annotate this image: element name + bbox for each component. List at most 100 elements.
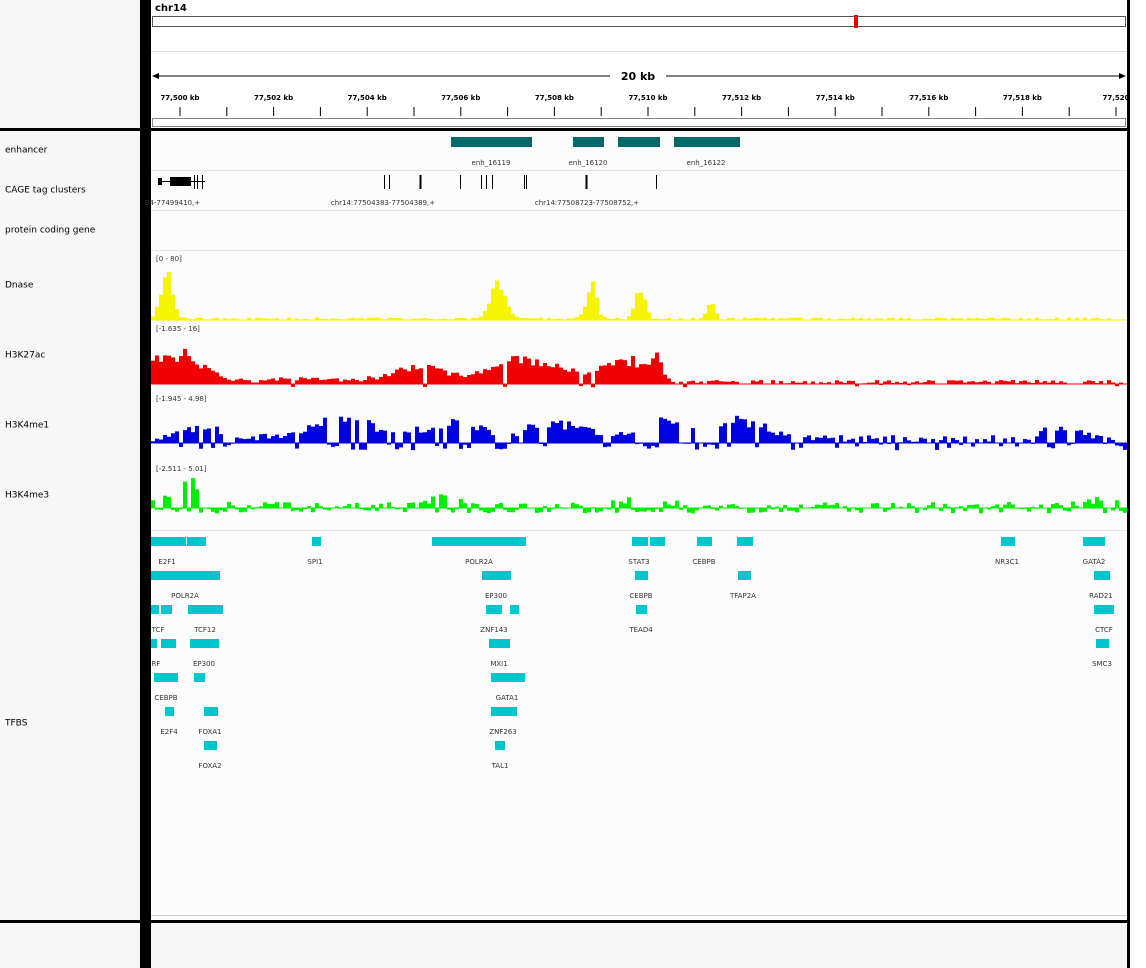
signal-bar (343, 421, 347, 443)
enhancer-feature[interactable] (674, 137, 740, 147)
tfbs-feature[interactable] (650, 537, 665, 546)
tfbs-feature[interactable] (632, 537, 648, 546)
signal-bar (247, 505, 251, 508)
signal-bar (639, 443, 643, 444)
signal-bar (975, 504, 979, 508)
signal-bar (791, 381, 795, 384)
signal-bar (487, 370, 491, 384)
signal-bar (271, 318, 275, 320)
tfbs-feature[interactable] (1083, 537, 1105, 546)
signal-bar (703, 443, 707, 447)
tfbs-feature[interactable] (1096, 639, 1109, 648)
tfbs-feature[interactable] (697, 537, 712, 546)
tfbs-feature[interactable] (151, 537, 186, 546)
signal-bar (779, 317, 783, 320)
signal-bar (263, 380, 267, 384)
tfbs-feature[interactable] (495, 741, 505, 750)
signal-bar (431, 366, 435, 384)
signal-bar (887, 508, 891, 510)
tfbs-feature[interactable] (190, 639, 219, 648)
tfbs-feature[interactable] (151, 605, 159, 614)
tfbs-feature[interactable] (151, 639, 157, 648)
tfbs-feature[interactable] (491, 673, 525, 682)
signal-bar (463, 317, 467, 320)
data-range: [-1.945 - 4.98] (156, 395, 207, 403)
signal-bar (551, 319, 555, 320)
signal-bar (643, 299, 647, 320)
signal-bar (587, 292, 591, 320)
tfbs-feature[interactable] (204, 741, 217, 750)
signal-bar (339, 508, 343, 509)
tfbs-feature[interactable] (510, 605, 519, 614)
signal-bar (595, 434, 599, 443)
enhancer-feature[interactable] (618, 137, 660, 147)
signal-bar (359, 317, 363, 320)
signal-bar (1123, 443, 1127, 450)
signal-bar (1023, 439, 1027, 443)
signal-bar (879, 384, 883, 386)
signal-bar (1035, 317, 1039, 320)
region-marker[interactable] (854, 15, 858, 28)
signal-bar (199, 368, 203, 384)
tfbs-feature[interactable] (738, 571, 751, 580)
signal-bar (851, 438, 855, 443)
signal-bar (503, 508, 507, 510)
tfbs-feature[interactable] (151, 571, 220, 580)
tfbs-label: STAT3 (628, 558, 649, 566)
tfbs-feature[interactable] (486, 605, 502, 614)
signal-bar (403, 508, 407, 513)
signal-bar (323, 379, 327, 384)
signal-bar (887, 317, 891, 320)
tfbs-feature[interactable] (1094, 605, 1114, 614)
tfbs-feature[interactable] (1001, 537, 1015, 546)
signal-bar (155, 306, 159, 320)
signal-bar (627, 366, 631, 384)
tfbs-feature[interactable] (635, 571, 648, 580)
tfbs-label: TEAD4 (628, 626, 653, 634)
enhancer-feature[interactable] (573, 137, 604, 147)
tfbs-feature[interactable] (187, 537, 206, 546)
signal-bar (811, 440, 815, 443)
signal-bar (619, 501, 623, 508)
signal-bar (247, 380, 251, 384)
signal-bar (159, 508, 163, 510)
tfbs-feature[interactable] (432, 537, 526, 546)
signal-bar (583, 426, 587, 443)
signal-bar (315, 503, 319, 508)
tfbs-feature[interactable] (154, 673, 178, 682)
enhancer-feature[interactable] (451, 137, 532, 147)
tfbs-feature[interactable] (194, 673, 205, 682)
signal-bar (203, 364, 207, 384)
signal-bar (367, 317, 371, 320)
lower-panel (151, 923, 1127, 968)
signal-bar (407, 371, 411, 384)
tfbs-feature[interactable] (489, 639, 510, 648)
cage-feature (158, 178, 162, 185)
signal-bar (1011, 380, 1015, 384)
signal-bar (715, 380, 719, 384)
signal-bar (503, 296, 507, 320)
signal-bar (151, 360, 155, 384)
signal-bar (843, 506, 847, 508)
tfbs-feature[interactable] (188, 605, 223, 614)
tfbs-feature[interactable] (1094, 571, 1110, 580)
tfbs-feature[interactable] (161, 605, 172, 614)
signal-bar (255, 440, 259, 443)
signal-bar (899, 506, 903, 508)
signal-bar (167, 436, 171, 443)
signal-bar (619, 359, 623, 384)
signal-bar (603, 316, 607, 320)
tfbs-feature[interactable] (165, 707, 174, 716)
signal-bar (575, 427, 579, 443)
tfbs-feature[interactable] (482, 571, 511, 580)
tfbs-feature[interactable] (491, 707, 517, 716)
signal-bar (539, 443, 543, 444)
tfbs-feature[interactable] (161, 639, 176, 648)
tfbs-feature[interactable] (312, 537, 321, 546)
tfbs-feature[interactable] (737, 537, 753, 546)
signal-bar (483, 369, 487, 384)
tfbs-feature[interactable] (636, 605, 647, 614)
signal-bar (423, 384, 427, 387)
tfbs-feature[interactable] (204, 707, 218, 716)
signal-bar (559, 507, 563, 508)
